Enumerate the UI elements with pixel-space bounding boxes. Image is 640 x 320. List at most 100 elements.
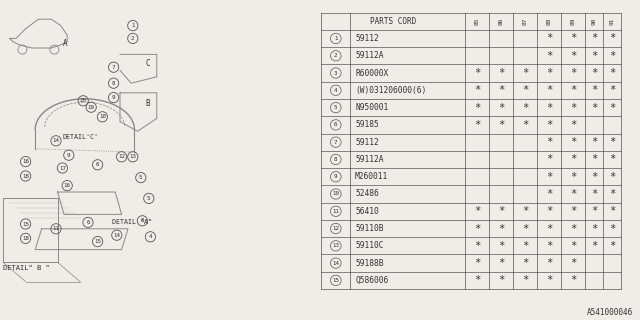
Text: *: * <box>474 206 481 216</box>
Text: 16: 16 <box>64 183 70 188</box>
Text: 9: 9 <box>334 174 337 179</box>
Text: 9: 9 <box>67 153 70 158</box>
Text: 59188B: 59188B <box>355 259 383 268</box>
Text: *: * <box>609 51 615 61</box>
Text: 15: 15 <box>22 221 29 227</box>
Text: *: * <box>609 206 615 216</box>
Text: 14: 14 <box>113 233 120 238</box>
Text: 15: 15 <box>94 239 101 244</box>
Text: A541000046: A541000046 <box>588 308 634 317</box>
Text: 18: 18 <box>22 236 29 241</box>
Text: *: * <box>547 258 552 268</box>
Text: *: * <box>474 103 481 113</box>
Text: 7: 7 <box>334 140 337 145</box>
Text: *: * <box>609 224 615 234</box>
Text: 14: 14 <box>332 260 339 266</box>
Text: *: * <box>591 85 597 95</box>
Text: 56410: 56410 <box>355 207 379 216</box>
Text: *: * <box>499 68 504 78</box>
Text: 12: 12 <box>332 226 339 231</box>
Text: 6: 6 <box>96 162 99 167</box>
Text: (W)031206000(6): (W)031206000(6) <box>355 86 426 95</box>
Text: 59112A: 59112A <box>355 155 383 164</box>
Text: *: * <box>570 137 577 147</box>
Text: *: * <box>499 241 504 251</box>
Text: 13: 13 <box>129 154 136 159</box>
Text: 2: 2 <box>131 36 134 41</box>
Text: 59110C: 59110C <box>355 241 383 250</box>
Text: *: * <box>570 206 577 216</box>
Text: B: B <box>146 99 150 108</box>
Text: 8: 8 <box>112 81 115 86</box>
Text: *: * <box>522 276 529 285</box>
Text: *: * <box>570 120 577 130</box>
Text: *: * <box>547 224 552 234</box>
Text: 10: 10 <box>332 191 339 196</box>
Text: *: * <box>609 68 615 78</box>
Text: *: * <box>547 172 552 182</box>
Text: *: * <box>499 258 504 268</box>
Text: 3: 3 <box>334 70 337 76</box>
Text: 91: 91 <box>609 17 614 25</box>
Text: *: * <box>547 85 552 95</box>
Text: *: * <box>609 155 615 164</box>
Text: *: * <box>547 137 552 147</box>
Text: *: * <box>570 189 577 199</box>
Text: 59112A: 59112A <box>355 51 383 60</box>
Text: *: * <box>499 224 504 234</box>
Text: 7: 7 <box>112 65 115 70</box>
Text: 18: 18 <box>22 173 29 179</box>
Text: *: * <box>591 172 597 182</box>
Text: *: * <box>570 85 577 95</box>
Text: *: * <box>499 120 504 130</box>
Text: *: * <box>609 137 615 147</box>
Text: *: * <box>547 189 552 199</box>
Text: *: * <box>547 103 552 113</box>
Text: 6: 6 <box>86 220 90 225</box>
Text: 4: 4 <box>148 234 152 239</box>
Text: *: * <box>499 103 504 113</box>
Text: *: * <box>474 241 481 251</box>
Text: *: * <box>547 276 552 285</box>
Text: DETAIL'C': DETAIL'C' <box>63 134 99 140</box>
Text: 88: 88 <box>547 17 552 25</box>
Text: R60000X: R60000X <box>355 68 388 77</box>
Text: *: * <box>570 155 577 164</box>
Text: 8: 8 <box>334 157 337 162</box>
Text: *: * <box>522 241 529 251</box>
Text: *: * <box>547 51 552 61</box>
Text: DETAIL" B ": DETAIL" B " <box>3 265 50 271</box>
Text: *: * <box>522 258 529 268</box>
Text: *: * <box>474 120 481 130</box>
Text: *: * <box>591 206 597 216</box>
Text: *: * <box>609 172 615 182</box>
Text: PARTS CORD: PARTS CORD <box>371 17 417 26</box>
Text: *: * <box>591 241 597 251</box>
Text: *: * <box>591 51 597 61</box>
Text: 1: 1 <box>131 23 134 28</box>
Text: *: * <box>570 51 577 61</box>
Text: *: * <box>591 224 597 234</box>
Text: *: * <box>591 155 597 164</box>
Text: *: * <box>591 137 597 147</box>
Text: *: * <box>522 206 529 216</box>
Text: *: * <box>570 258 577 268</box>
Text: 6: 6 <box>334 122 337 127</box>
Text: *: * <box>522 68 529 78</box>
Text: N950001: N950001 <box>355 103 388 112</box>
Text: 5: 5 <box>147 196 150 201</box>
Text: 59112: 59112 <box>355 138 379 147</box>
Text: *: * <box>591 68 597 78</box>
Text: *: * <box>474 68 481 78</box>
Text: *: * <box>547 120 552 130</box>
Text: *: * <box>570 172 577 182</box>
Text: 15: 15 <box>332 278 339 283</box>
Text: 17: 17 <box>59 165 66 171</box>
Text: 1: 1 <box>334 36 337 41</box>
Text: *: * <box>474 258 481 268</box>
Text: *: * <box>609 103 615 113</box>
Text: *: * <box>547 68 552 78</box>
Text: 3: 3 <box>141 218 144 223</box>
Text: M260011: M260011 <box>355 172 388 181</box>
Text: 12: 12 <box>118 154 125 159</box>
